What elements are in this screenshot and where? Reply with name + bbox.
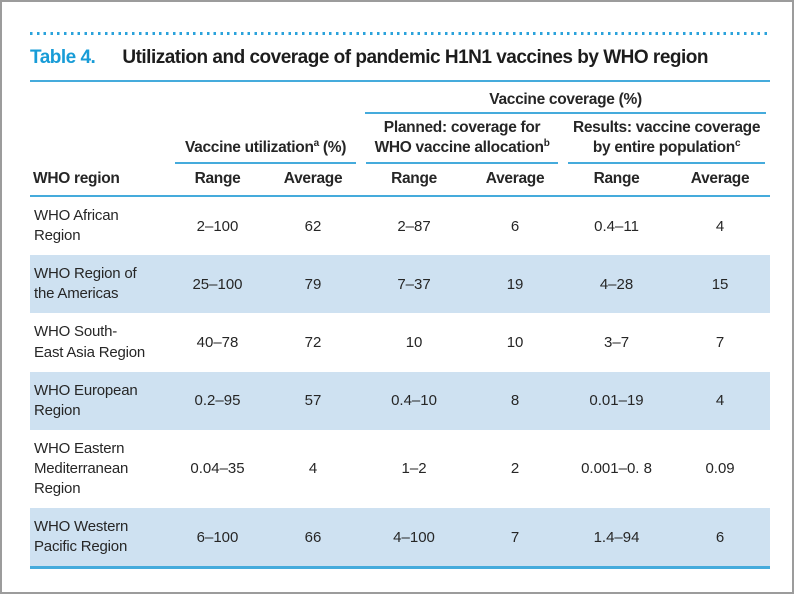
column-header: Average bbox=[265, 164, 362, 198]
table-cell: 0.2–95 bbox=[194, 392, 241, 410]
table-cell: 7 bbox=[715, 334, 725, 351]
table-cell: 2–100 bbox=[196, 217, 239, 235]
utilization-group-header: Vaccine utilizationa (%) bbox=[175, 134, 357, 165]
group-label: Results: vaccine coverage by entire popu… bbox=[572, 119, 761, 156]
region-name: WHO European Region bbox=[34, 381, 138, 419]
table-row: WHO Eastern Mediterranean Region 0.04–35… bbox=[30, 430, 770, 508]
table-number: Table 4. bbox=[30, 47, 96, 68]
column-header: Range bbox=[563, 164, 671, 198]
header-spacer bbox=[30, 114, 170, 164]
table-cell: 1.4–94 bbox=[563, 508, 671, 570]
table-cell: 4 bbox=[715, 392, 725, 410]
table-cell: 10 bbox=[405, 334, 423, 351]
title-rule bbox=[30, 80, 770, 82]
table-cell: 6 bbox=[510, 217, 520, 235]
coverage-group-header-cell: Vaccine coverage (%) bbox=[361, 89, 770, 114]
who-region-table: Vaccine coverage (%) Vaccine utilization… bbox=[30, 89, 771, 570]
table-row: WHO African Region 2–100 62 2–87 6 0.4–1… bbox=[30, 196, 770, 255]
table-cell: 0.4–10 bbox=[391, 392, 437, 410]
table-cell: 0.09 bbox=[705, 460, 735, 478]
table-caption: Table 4. Utilization and coverage of pand… bbox=[30, 45, 770, 80]
table-cell: 4–100 bbox=[361, 508, 468, 570]
dotted-rule bbox=[30, 32, 770, 35]
utilization-group-header-cell: Vaccine utilizationa (%) bbox=[170, 114, 361, 165]
table-row: WHO European Region 0.2–95 57 0.4–10 8 0… bbox=[30, 371, 771, 430]
table-title: Utilization and coverage of pandemic H1N… bbox=[122, 47, 708, 68]
table-cell: 4–28 bbox=[599, 275, 634, 293]
table-row: WHO South- East Asia Region 40–78 72 10 … bbox=[30, 313, 770, 371]
table-cell: 79 bbox=[304, 275, 322, 293]
group-label: Planned: coverage for WHO vaccine alloca… bbox=[374, 119, 544, 156]
table-cell: 4 bbox=[715, 217, 725, 235]
region-name: WHO African Region bbox=[34, 207, 119, 245]
table-cell: 0.01–19 bbox=[589, 392, 644, 410]
planned-group-header: Planned: coverage for WHO vaccine alloca… bbox=[366, 114, 559, 165]
footnote-marker-a: a bbox=[313, 137, 320, 149]
column-header: Average bbox=[670, 164, 771, 198]
table-row: WHO Western Pacific Region 6–100 66 4–10… bbox=[30, 508, 771, 570]
table-cell: 15 bbox=[711, 275, 729, 293]
table-cell: 6 bbox=[670, 508, 771, 570]
table-cell: 72 bbox=[304, 334, 322, 351]
header-row-coverage: Vaccine coverage (%) bbox=[30, 89, 770, 114]
table-cell: 57 bbox=[304, 392, 322, 410]
planned-group-header-cell: Planned: coverage for WHO vaccine alloca… bbox=[361, 114, 563, 165]
table-cell: 0.04–35 bbox=[190, 460, 245, 478]
region-column-header: WHO region bbox=[30, 164, 170, 198]
table-cell: 2 bbox=[510, 460, 520, 478]
column-header: Range bbox=[361, 164, 468, 198]
footnote-marker-b: b bbox=[543, 137, 550, 149]
table-cell: 19 bbox=[506, 275, 524, 293]
footnote-marker-c: c bbox=[734, 137, 741, 149]
region-name: WHO South- East Asia Region bbox=[34, 323, 146, 361]
table-cell: 8 bbox=[510, 392, 520, 410]
table-cell: 40–78 bbox=[196, 334, 239, 351]
region-name: WHO Region of the Americas bbox=[34, 265, 137, 303]
table-cell: 0.4–11 bbox=[594, 217, 639, 235]
table-cell: 66 bbox=[265, 508, 362, 570]
column-header: Average bbox=[467, 164, 564, 198]
coverage-group-header: Vaccine coverage (%) bbox=[365, 89, 767, 114]
table-cell: 6–100 bbox=[170, 508, 265, 570]
header-row-columns: WHO region Range Average Range Average R… bbox=[30, 164, 771, 198]
page-content: Table 4. Utilization and coverage of pand… bbox=[2, 2, 792, 570]
table-cell: 62 bbox=[304, 217, 322, 235]
header-row-groups: Vaccine utilizationa (%) Planned: covera… bbox=[30, 114, 770, 165]
table-cell: 1–2 bbox=[401, 460, 427, 478]
header-spacer bbox=[30, 89, 361, 114]
region-name: WHO Western Pacific Region bbox=[30, 508, 170, 570]
region-name: WHO Eastern Mediterranean Region bbox=[34, 439, 129, 497]
table-row: WHO Region of the Americas 25–100 79 7–3… bbox=[30, 255, 771, 314]
results-group-header-cell: Results: vaccine coverage by entire popu… bbox=[563, 114, 770, 165]
group-label-suffix: (%) bbox=[318, 138, 347, 156]
table-cell: 25–100 bbox=[192, 275, 243, 293]
table-cell: 7 bbox=[467, 508, 564, 570]
table-cell: 10 bbox=[506, 334, 524, 351]
table-cell: 3–7 bbox=[604, 334, 630, 351]
group-label: Vaccine utilization bbox=[184, 138, 314, 156]
results-group-header: Results: vaccine coverage by entire popu… bbox=[568, 114, 766, 165]
table-cell: 0.001–0. 8 bbox=[581, 460, 652, 478]
table-cell: 7–37 bbox=[397, 275, 431, 293]
table-cell: 4 bbox=[308, 460, 318, 478]
table-cell: 2–87 bbox=[397, 217, 431, 235]
column-header: Range bbox=[170, 164, 265, 198]
